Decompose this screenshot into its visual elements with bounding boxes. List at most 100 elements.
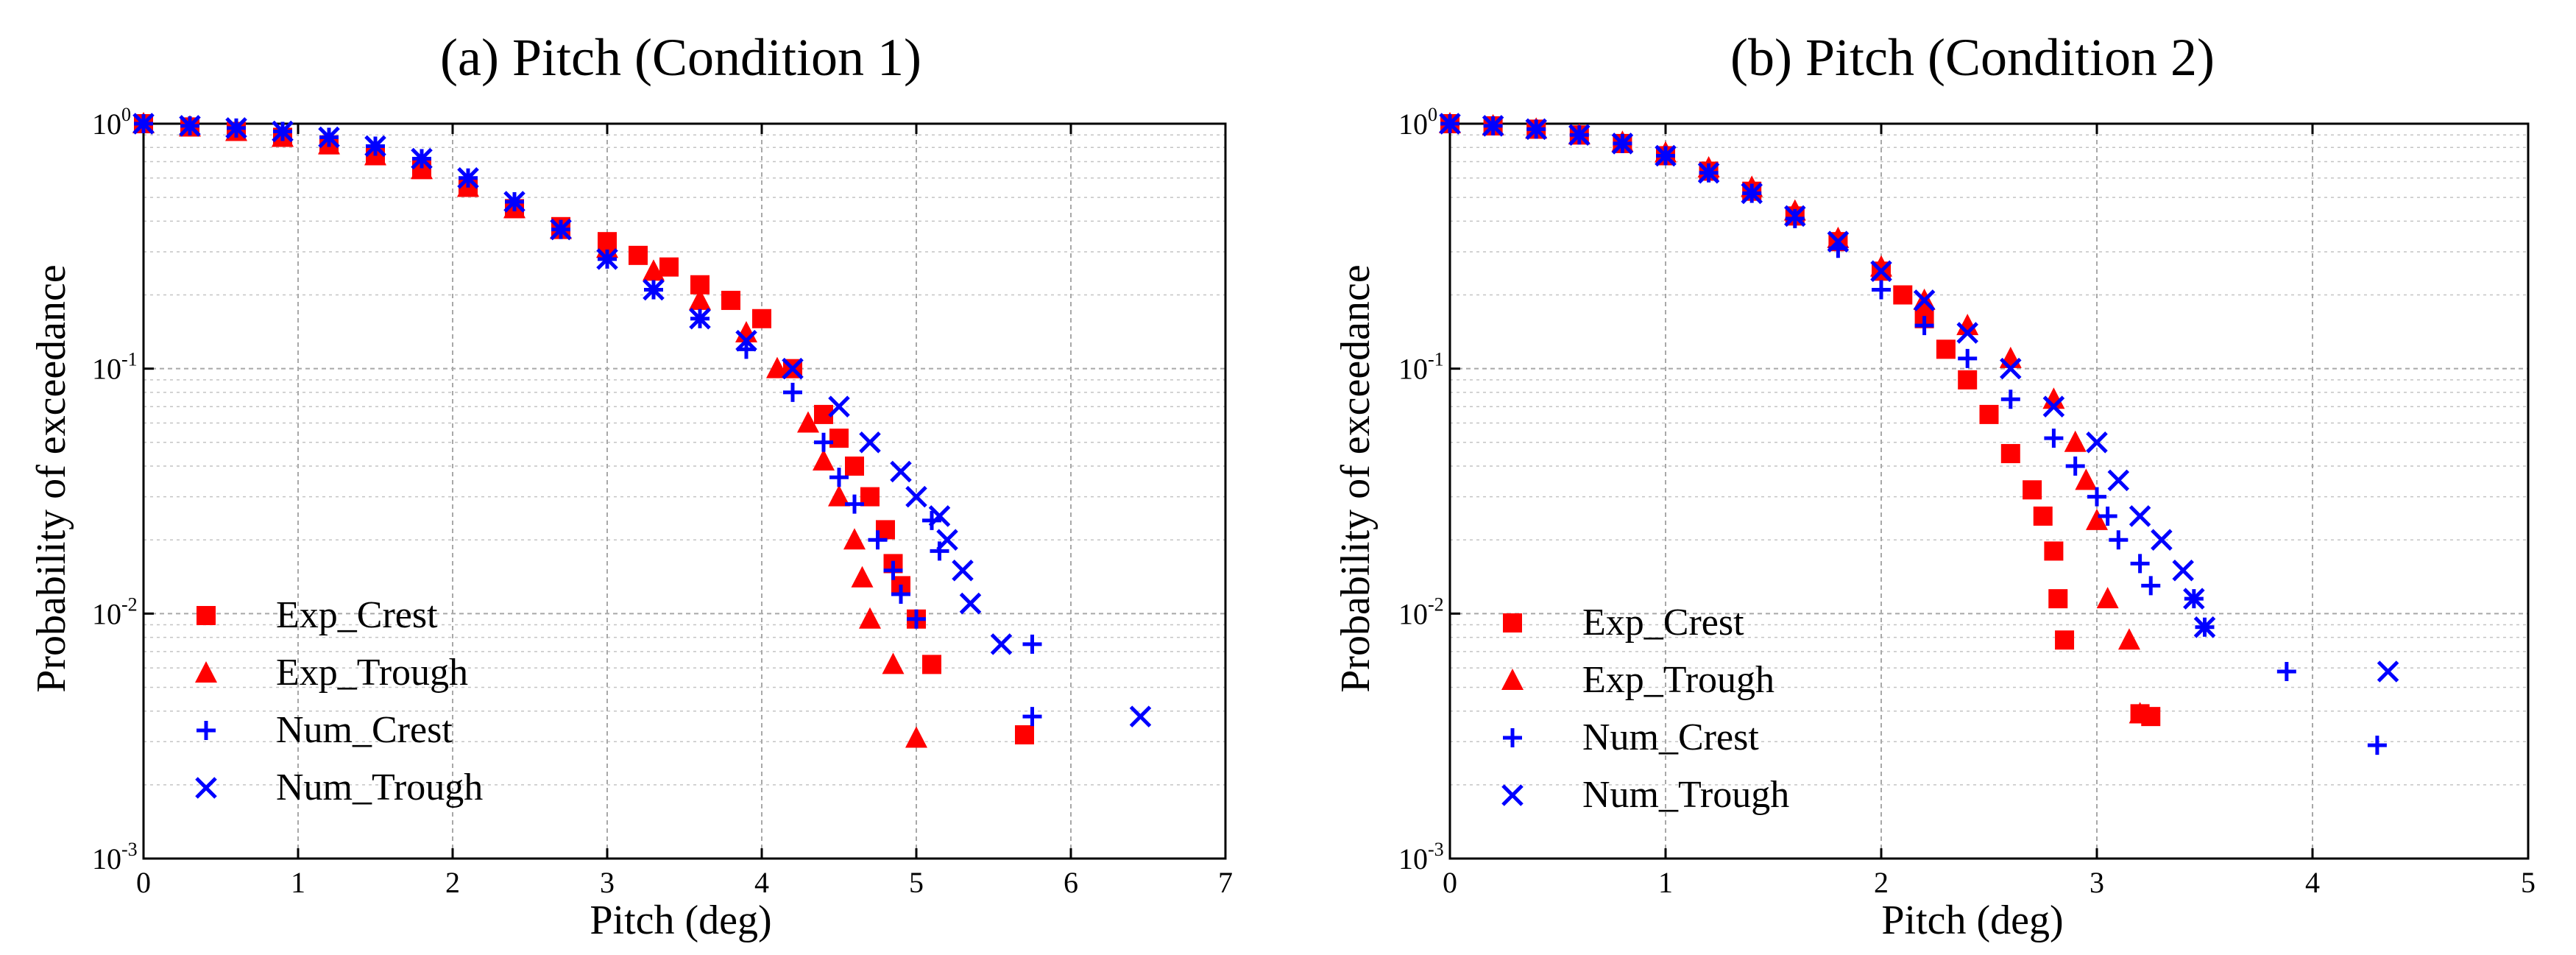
data-point	[1525, 118, 1547, 141]
y-tick-exponent: 0	[121, 104, 131, 125]
data-point	[845, 457, 864, 476]
data-point	[890, 460, 912, 483]
data-point	[2367, 736, 2387, 755]
data-point	[2096, 587, 2119, 609]
data-point	[829, 429, 849, 448]
data-point	[2000, 390, 2020, 409]
data-point	[643, 278, 665, 301]
data-point	[457, 167, 479, 189]
chart-a: (a) Pitch (Condition 1) Probability of e…	[29, 28, 1233, 943]
data-point	[2055, 630, 2075, 650]
chart-b: (b) Pitch (Condition 2) Probability of e…	[1333, 28, 2536, 943]
data-point	[2172, 559, 2194, 582]
y-tick-exponent: -1	[1428, 349, 1444, 370]
chart-a-ylabel: Probability of exceedance	[29, 264, 74, 693]
data-point	[922, 510, 941, 530]
data-point	[1022, 707, 1042, 727]
data-point	[2086, 431, 2108, 454]
data-point	[1022, 634, 1042, 654]
legend-marker	[1503, 728, 1522, 747]
y-tick-label: 10	[92, 842, 121, 875]
legend-label: Exp_Crest	[276, 594, 438, 636]
data-point	[1870, 260, 1892, 283]
x-tick-label: 5	[909, 866, 924, 899]
x-tick-label: 2	[1874, 866, 1889, 899]
data-point	[2377, 660, 2399, 683]
y-tick-exponent: -2	[121, 593, 138, 615]
data-point	[1956, 322, 1978, 344]
data-point	[783, 382, 802, 402]
legend-marker	[1501, 669, 1524, 690]
data-point	[859, 431, 881, 454]
data-point	[689, 288, 711, 310]
data-point	[1958, 370, 1978, 390]
data-point	[2151, 529, 2173, 551]
data-point	[2044, 429, 2064, 448]
legend-label: Num_Trough	[276, 767, 483, 808]
x-tick-label: 2	[445, 866, 460, 899]
legend-marker	[1501, 784, 1524, 806]
data-point	[364, 135, 386, 158]
x-tick-label: 3	[600, 866, 615, 899]
data-point	[2042, 395, 2065, 417]
data-point	[1655, 144, 1677, 167]
data-point	[659, 257, 679, 277]
data-point	[797, 411, 819, 433]
legend-label: Num_Crest	[1582, 716, 1759, 758]
data-point	[1482, 115, 1504, 137]
data-point	[959, 592, 982, 615]
data-point	[2117, 628, 2140, 650]
data-point	[132, 113, 155, 135]
data-point	[1914, 316, 1934, 336]
y-tick-exponent: -2	[1428, 593, 1444, 615]
data-point	[2087, 487, 2106, 507]
data-point	[1936, 339, 1956, 359]
data-point	[851, 565, 874, 588]
data-point	[2075, 468, 2098, 490]
data-point	[828, 395, 850, 417]
legend-marker	[197, 721, 216, 740]
y-tick-label: 10	[92, 597, 121, 630]
series-exp-trough	[132, 112, 927, 748]
data-point	[411, 158, 433, 180]
y-tick-exponent: 0	[1428, 104, 1437, 125]
data-point	[179, 115, 201, 137]
x-tick-label: 0	[1443, 866, 1457, 899]
data-point	[272, 120, 294, 143]
data-point	[1439, 113, 1461, 135]
series-num-trough	[1439, 113, 2399, 683]
data-point	[907, 609, 926, 629]
data-point	[883, 560, 903, 580]
data-point	[782, 357, 804, 380]
data-point	[2130, 554, 2150, 574]
data-point	[2141, 576, 2161, 596]
data-point	[1999, 346, 2022, 368]
x-tick-label: 6	[1064, 866, 1078, 899]
data-point	[2000, 357, 2022, 380]
data-point	[1893, 285, 1913, 305]
x-tick-label: 3	[2090, 866, 2104, 899]
data-point	[1784, 205, 1806, 228]
data-point	[752, 309, 771, 328]
data-point	[1872, 280, 1891, 300]
chart-b-axes-frame	[1448, 122, 2530, 860]
data-point	[2129, 702, 2151, 724]
data-point	[1827, 226, 1850, 248]
data-point	[1015, 725, 1034, 744]
y-tick-label: 10	[1398, 597, 1428, 630]
data-point	[550, 218, 572, 241]
x-tick-label: 7	[1218, 866, 1233, 899]
legend-label: Num_Crest	[276, 709, 453, 751]
data-point	[1611, 133, 1634, 155]
series-num-crest	[1440, 114, 2387, 755]
data-point	[643, 259, 665, 281]
data-point	[922, 655, 941, 674]
data-point	[1913, 289, 1936, 311]
x-tick-label: 0	[136, 866, 151, 899]
y-tick-label: 10	[1398, 353, 1428, 386]
data-point	[952, 559, 974, 582]
data-point	[318, 126, 340, 149]
chart-a-axes-frame	[142, 122, 1227, 860]
data-point	[225, 117, 247, 139]
data-point	[891, 584, 910, 604]
